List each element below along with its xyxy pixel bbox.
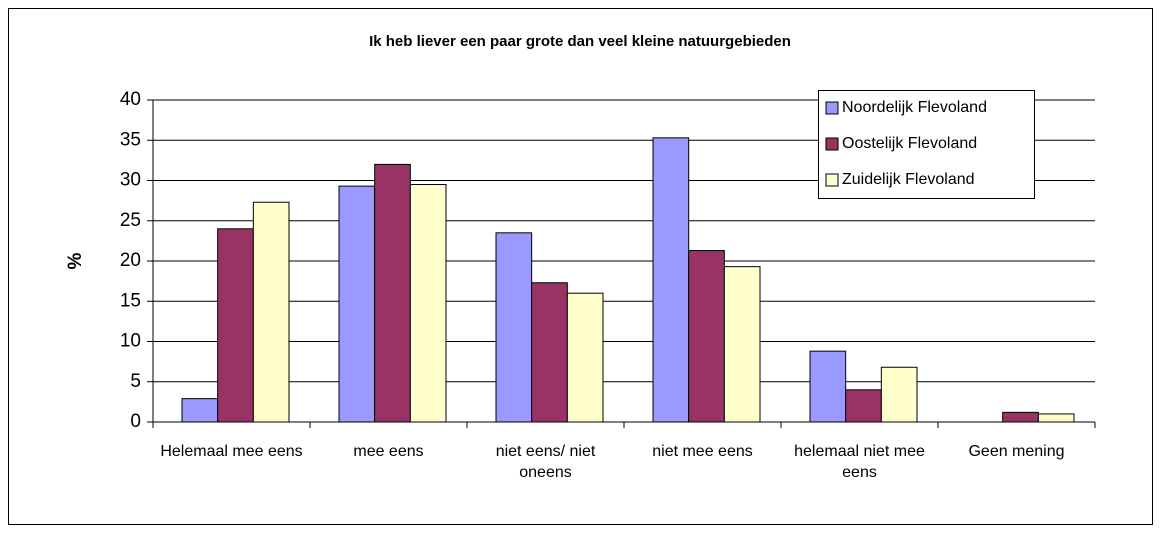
legend-box xyxy=(818,90,1035,199)
bar xyxy=(1037,413,1075,423)
bar xyxy=(374,163,411,423)
legend-label: Zuidelijk Flevoland xyxy=(842,171,975,188)
bar xyxy=(531,282,568,423)
y-tick-label: 15 xyxy=(120,290,141,311)
bar xyxy=(880,366,918,423)
bar xyxy=(688,250,725,423)
chart-title: Ik heb liever een paar grote dan veel kl… xyxy=(369,33,791,50)
bar xyxy=(495,232,533,423)
legend-swatch xyxy=(825,137,839,151)
x-tick-label: helemaal niet mee eens xyxy=(794,443,925,481)
x-tick-label: niet mee eens xyxy=(652,443,753,460)
y-tick-label: 10 xyxy=(120,331,141,352)
bar xyxy=(409,184,447,423)
x-tick-label: mee eens xyxy=(353,443,424,460)
y-tick-label: 30 xyxy=(120,170,141,191)
y-tick-label: 0 xyxy=(130,411,141,432)
bar xyxy=(217,228,254,423)
x-tick-label: niet eens/ niet oneens xyxy=(495,443,596,481)
bar xyxy=(845,389,882,423)
x-tick-label: Helemaal mee eens xyxy=(160,443,303,460)
x-tick-label: Geen mening xyxy=(968,443,1065,460)
bar xyxy=(1002,411,1039,423)
y-tick-label: 35 xyxy=(120,129,141,150)
bar xyxy=(338,185,376,423)
bar xyxy=(181,398,219,423)
bar xyxy=(723,266,761,423)
bar xyxy=(652,137,690,423)
bar xyxy=(566,292,604,423)
bar xyxy=(252,201,290,423)
y-tick-label: 20 xyxy=(120,250,141,271)
y-tick-label: 5 xyxy=(130,371,141,392)
y-tick-label: 40 xyxy=(120,89,141,110)
y-tick-label: 25 xyxy=(120,210,141,231)
legend-swatch xyxy=(825,101,839,115)
legend-label: Oostelijk Flevoland xyxy=(842,135,977,152)
y-axis-label: % xyxy=(65,252,86,269)
legend-label: Noordelijk Flevoland xyxy=(842,99,987,116)
bar xyxy=(809,350,847,423)
legend-swatch xyxy=(825,173,839,187)
